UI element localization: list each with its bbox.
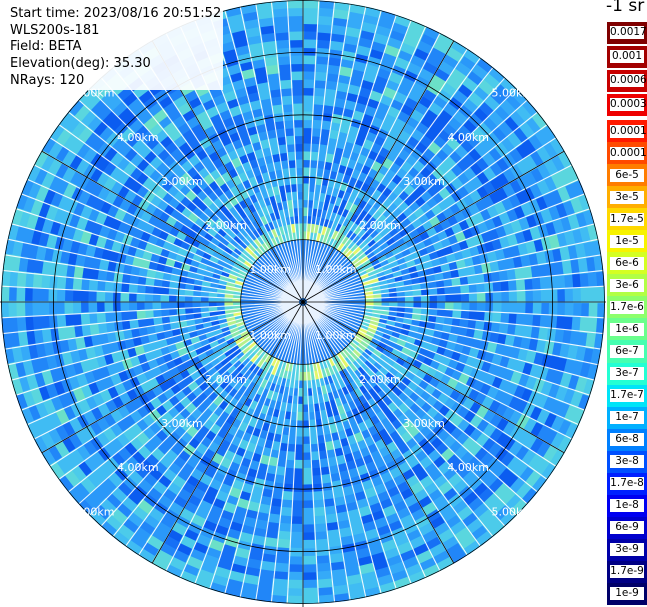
colorbar-swatch: 1.7e-9 bbox=[607, 560, 647, 584]
colorbar-swatch: 1.7e-8 bbox=[607, 472, 647, 496]
colorbar-tick-label: 3e-8 bbox=[610, 455, 644, 469]
range-ring-label: 2.00km bbox=[205, 219, 247, 232]
range-ring-label: 5.00km bbox=[73, 505, 115, 518]
range-ring-label: 3.00km bbox=[161, 175, 203, 188]
range-ring-label: 5.00km bbox=[73, 87, 115, 100]
ppi-gate-cells bbox=[1, 0, 605, 604]
colorbar-swatch: 6e-9 bbox=[607, 516, 647, 540]
colorbar-unit-label: -1 sr bbox=[606, 0, 645, 16]
colorbar-tick-label: 1e-6 bbox=[610, 322, 644, 336]
ppi-gate-cells bbox=[1, 0, 605, 604]
elevation-label: Elevation(deg): 35.30 bbox=[10, 55, 151, 71]
ppi-gate-cells bbox=[1, 0, 605, 604]
range-ring-label: 5.00km bbox=[492, 505, 534, 518]
range-ring-label: 4.00km bbox=[447, 461, 489, 474]
colorbar-swatch: 1e-8 bbox=[607, 494, 647, 518]
start-time-label: Start time: 2023/08/16 20:51:52 bbox=[10, 6, 222, 21]
range-ring-label: 3.00km bbox=[403, 175, 445, 188]
colorbar-tick-label: 3e-7 bbox=[610, 367, 644, 381]
colorbar-swatch: 3e-6 bbox=[607, 274, 647, 297]
colorbar-swatch: 6e-8 bbox=[607, 428, 647, 452]
colorbar-swatch: 3e-5 bbox=[607, 186, 647, 209]
range-ring-label: 5.00km bbox=[492, 87, 534, 100]
colorbar-swatch: 6e-7 bbox=[607, 340, 647, 363]
colorbar-tick-label: 6e-9 bbox=[610, 521, 644, 535]
colorbar-swatch: 1e-5 bbox=[607, 230, 647, 253]
colorbar-swatch: 3e-8 bbox=[607, 450, 647, 474]
colorbar-tick-label: 0.00017 bbox=[610, 124, 647, 138]
colorbar-swatch: 0.00017 bbox=[607, 120, 647, 143]
colorbar-tick-label: 6e-6 bbox=[610, 256, 644, 270]
colorbar-tick-label: 6e-8 bbox=[610, 433, 644, 447]
device-label: WLS200s-181 bbox=[10, 22, 100, 38]
colorbar-swatch: 1.7e-6 bbox=[607, 296, 647, 319]
range-ring-label: 1.00km bbox=[249, 263, 291, 276]
colorbar-tick-label: 6e-5 bbox=[610, 168, 644, 182]
range-ring-label: 1.00km bbox=[315, 263, 357, 276]
colorbar-upper-swatch: 0.0003 bbox=[607, 94, 647, 116]
nrays-label: NRays: 120 bbox=[10, 73, 85, 88]
colorbar-swatch: 3e-9 bbox=[607, 538, 647, 562]
colorbar-tick-label: 1.7e-8 bbox=[610, 477, 644, 491]
colorbar-swatch: 1e-6 bbox=[607, 318, 647, 341]
range-ring-label: 3.00km bbox=[403, 417, 445, 430]
colorbar-swatch: 0.0001 bbox=[607, 142, 647, 165]
colorbar-tick-label: 1e-5 bbox=[610, 234, 644, 248]
field-label: Field: BETA bbox=[10, 39, 82, 54]
colorbar-tick-label: 1.7e-9 bbox=[610, 565, 644, 579]
colorbar-upper-swatch: 0.0017 bbox=[607, 22, 647, 44]
colorbar-tick-label: 1.7e-7 bbox=[610, 389, 644, 403]
range-ring-label: 3.00km bbox=[161, 417, 203, 430]
colorbar-tick-label: 0.001 bbox=[610, 50, 644, 63]
colorbar-tick-label: 0.0017 bbox=[610, 26, 647, 39]
azimuth-spokes bbox=[1, 0, 605, 604]
colorbar-swatch: 1.7e-5 bbox=[607, 208, 647, 231]
colorbar-swatch: 6e-6 bbox=[607, 252, 647, 275]
colorbar-tick-label: 1.7e-6 bbox=[610, 300, 644, 314]
colorbar-tick-label: 3e-6 bbox=[610, 278, 644, 292]
scan-info-panel: Start time: 2023/08/16 20:51:52 WLS200s-… bbox=[10, 6, 224, 90]
range-ring-label: 4.00km bbox=[447, 131, 489, 144]
range-ring-label: 2.00km bbox=[359, 373, 401, 386]
colorbar: 0.0017 0.001 0.0006 0.0003 0.00017 0.0001 6e-5… bbox=[607, 22, 647, 606]
ppi-gate-cells bbox=[1, 0, 605, 604]
colorbar-swatch: 6e-5 bbox=[607, 164, 647, 187]
range-ring-label: 1.00km bbox=[249, 329, 291, 342]
colorbar-tick-label: 0.0003 bbox=[610, 98, 647, 111]
colorbar-tick-label: 0.0006 bbox=[610, 74, 647, 87]
range-ring-label: 4.00km bbox=[117, 461, 159, 474]
colorbar-tick-label: 1e-9 bbox=[610, 587, 644, 601]
ppi-scan-plot: 1.00km 1.00km 1.00km 1.00km 2.00km 2.00km 2.00… bbox=[0, 0, 606, 607]
colorbar-swatch: 1e-7 bbox=[607, 406, 647, 430]
ppi-scan-canvas: 1.00km 1.00km 1.00km 1.00km 2.00km 2.00km 2.00… bbox=[0, 0, 606, 607]
ppi-data-field bbox=[1, 0, 605, 604]
colorbar-swatch: 1e-9 bbox=[607, 582, 647, 606]
range-ring-label: 1.00km bbox=[315, 329, 357, 342]
colorbar-upper-swatch: 0.0006 bbox=[607, 70, 647, 92]
range-ring-label: 2.00km bbox=[359, 219, 401, 232]
colorbar-tick-label: 3e-9 bbox=[610, 543, 644, 557]
range-ring-label: 4.00km bbox=[117, 131, 159, 144]
colorbar-tick-label: 0.0001 bbox=[610, 146, 647, 160]
colorbar-swatch: 3e-7 bbox=[607, 362, 647, 386]
range-ring-label: 2.00km bbox=[205, 373, 247, 386]
colorbar-tick-label: 3e-5 bbox=[610, 190, 644, 204]
colorbar-tick-label: 1e-8 bbox=[610, 499, 644, 513]
colorbar-swatch: 1.7e-7 bbox=[607, 384, 647, 408]
colorbar-tick-label: 1e-7 bbox=[610, 411, 644, 425]
colorbar-tick-label: 6e-7 bbox=[610, 344, 644, 358]
colorbar-tick-label: 1.7e-5 bbox=[610, 212, 644, 226]
colorbar-upper-swatch: 0.001 bbox=[607, 46, 647, 68]
